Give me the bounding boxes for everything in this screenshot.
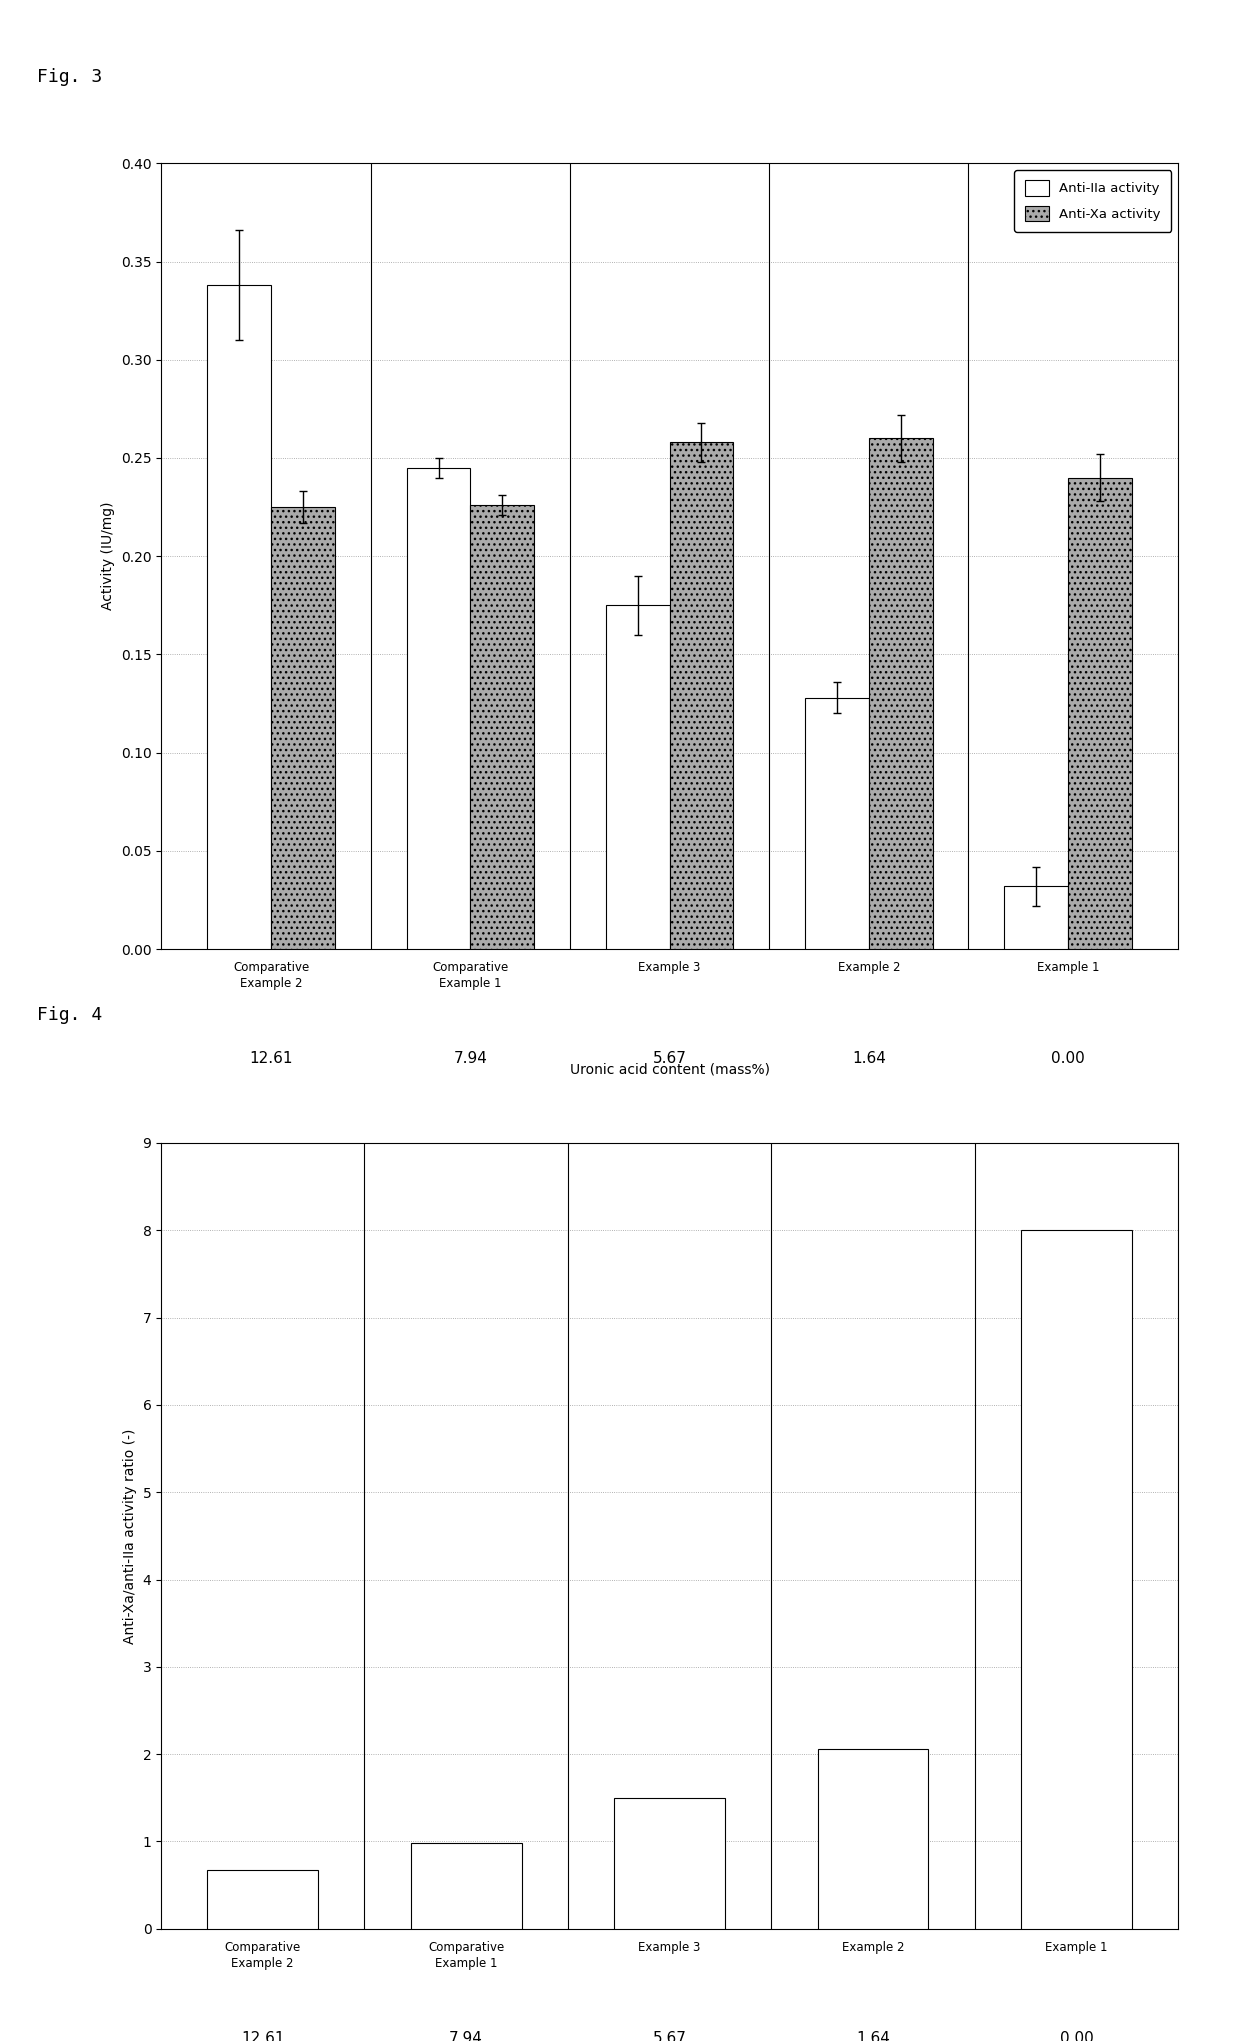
Text: 12.61: 12.61 — [249, 1051, 293, 1065]
Bar — [272, 506, 335, 949]
Legend: Anti-IIa activity, Anti-Xa activity: Anti-IIa activity, Anti-Xa activity — [1014, 169, 1172, 233]
Bar — [614, 1798, 725, 1929]
Bar — [470, 504, 534, 949]
Bar — [869, 439, 932, 949]
Text: Fig. 4: Fig. 4 — [37, 1006, 103, 1025]
Bar — [1021, 1231, 1132, 1929]
Text: 7.94: 7.94 — [454, 1051, 487, 1065]
X-axis label: Uronic acid content (mass%): Uronic acid content (mass%) — [569, 1061, 770, 1076]
Text: Fig. 3: Fig. 3 — [37, 67, 103, 86]
Bar — [207, 286, 272, 949]
Bar — [1068, 478, 1132, 949]
Y-axis label: Anti-Xa/anti-IIa activity ratio (-): Anti-Xa/anti-IIa activity ratio (-) — [123, 1429, 138, 1643]
Text: 7.94: 7.94 — [449, 2031, 484, 2041]
Bar — [817, 1749, 929, 1929]
Bar — [410, 1843, 522, 1929]
Bar — [805, 698, 869, 949]
Text: 5.67: 5.67 — [652, 1051, 687, 1065]
Y-axis label: Activity (IU/mg): Activity (IU/mg) — [102, 502, 115, 610]
Text: 12.61: 12.61 — [241, 2031, 284, 2041]
Text: 0.00: 0.00 — [1052, 1051, 1085, 1065]
Text: 1.64: 1.64 — [856, 2031, 890, 2041]
Text: 5.67: 5.67 — [652, 2031, 687, 2041]
Text: 0.00: 0.00 — [1059, 2031, 1094, 2041]
Bar — [407, 467, 470, 949]
Bar — [1004, 886, 1068, 949]
Bar — [670, 443, 733, 949]
Text: 1.64: 1.64 — [852, 1051, 885, 1065]
Bar — [606, 606, 670, 949]
Bar — [207, 1870, 319, 1929]
